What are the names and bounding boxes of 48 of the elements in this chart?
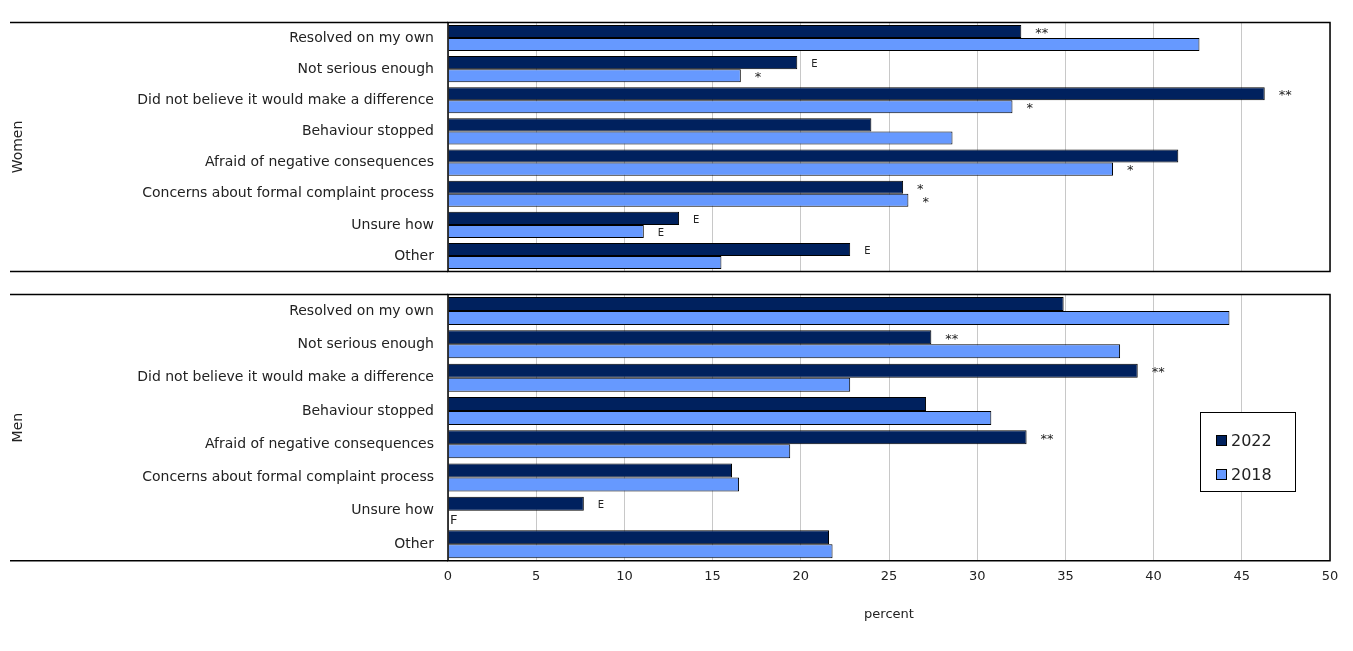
- x-tick-label: 40: [1145, 567, 1162, 583]
- data-label: **: [1278, 87, 1293, 103]
- legend-label: 2022: [1231, 430, 1272, 450]
- data-label: E: [811, 58, 818, 70]
- x-tick-label: 20: [792, 567, 810, 583]
- y-tick-label: Unsure how: [351, 215, 434, 232]
- x-tick-label: 50: [1321, 567, 1339, 583]
- x-tick-label: 30: [968, 567, 986, 583]
- x-tick-label: 35: [1057, 567, 1074, 583]
- data-label: *: [917, 180, 925, 196]
- y-tick-label: Afraid of negative consequences: [204, 153, 434, 170]
- data-label: E: [864, 245, 871, 257]
- data-label: E: [693, 213, 700, 225]
- legend-label: 2018: [1231, 464, 1272, 484]
- y-tick-label: Concerns about formal complaint process: [142, 184, 434, 201]
- y-tick-label: Concerns about formal complaint process: [142, 467, 434, 484]
- data-label: *: [754, 69, 762, 85]
- y-tick-label: Other: [394, 246, 435, 263]
- y-tick-label: Not serious enough: [297, 59, 434, 76]
- y-tick-label: Other: [394, 534, 435, 551]
- y-axis-title: Men: [9, 412, 26, 442]
- y-tick-label: Resolved on my own: [289, 301, 434, 318]
- y-tick-label: Afraid of negative consequences: [204, 434, 434, 451]
- data-label: **: [1040, 430, 1055, 446]
- data-label: E: [597, 499, 605, 511]
- x-axis-title: percent: [864, 605, 914, 621]
- data-label: **: [945, 330, 959, 346]
- y-tick-label: Did not believe it would make a difference: [137, 367, 434, 384]
- y-tick-label: Unsure how: [351, 501, 434, 518]
- y-axis-title: Women: [9, 120, 26, 174]
- data-label: *: [922, 193, 930, 209]
- y-tick-label: Did not believe it would make a difference: [137, 90, 434, 107]
- y-tick-label: Not serious enough: [297, 334, 434, 351]
- data-label: E: [657, 227, 665, 239]
- y-tick-label: Resolved on my own: [289, 28, 434, 45]
- x-tick-label: 15: [704, 567, 721, 583]
- x-tick-label: 0: [443, 567, 453, 583]
- data-label: **: [1151, 363, 1166, 379]
- text: F: [450, 511, 458, 527]
- x-tick-label: 25: [880, 567, 898, 583]
- y-tick-label: Behaviour stopped: [301, 401, 434, 418]
- data-label: *: [1127, 162, 1135, 178]
- x-tick-label: 45: [1233, 567, 1251, 583]
- y-tick-label: Behaviour stopped: [301, 122, 434, 139]
- data-label: *: [1026, 100, 1034, 116]
- x-tick-label: 5: [532, 567, 541, 583]
- data-label: **: [1035, 24, 1049, 40]
- x-tick-label: 10: [616, 567, 633, 583]
